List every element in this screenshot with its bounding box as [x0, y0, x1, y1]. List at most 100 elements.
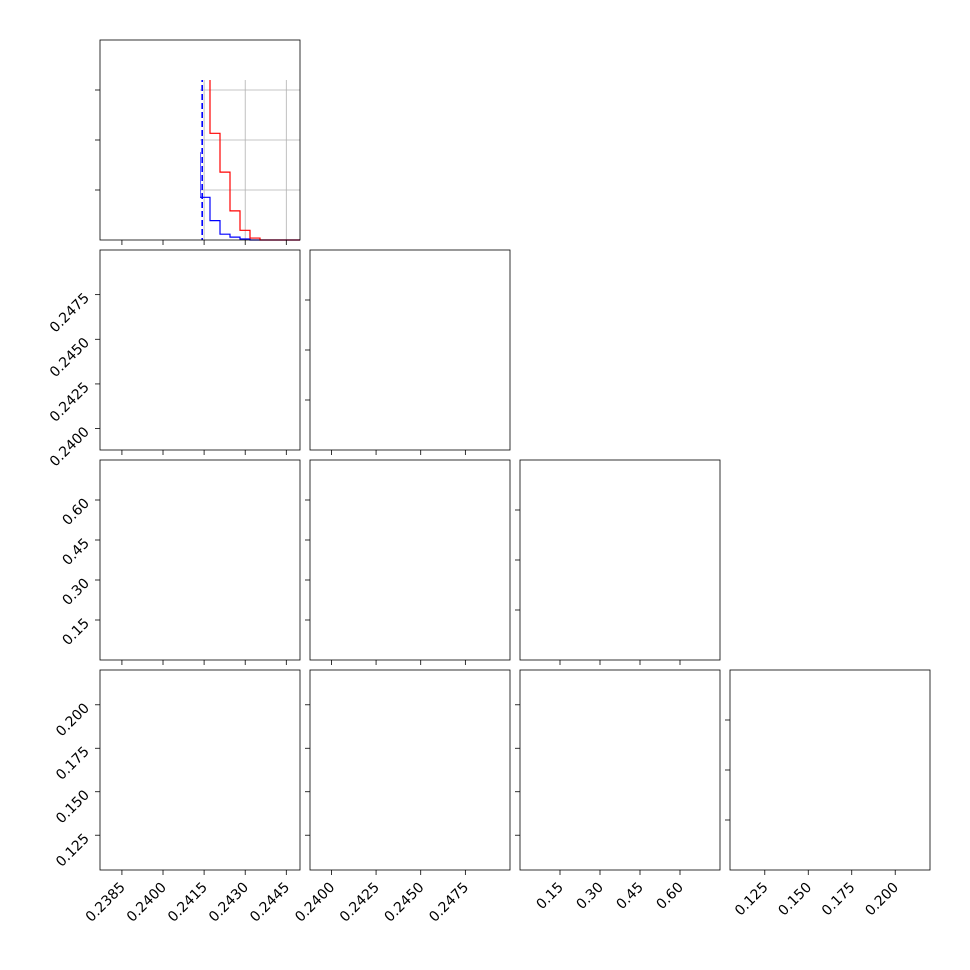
scatter-point — [212, 780, 214, 782]
scatter-point — [190, 790, 192, 792]
scatter-point — [431, 648, 433, 650]
scatter-point — [163, 646, 165, 648]
scatter-point — [184, 401, 186, 403]
scatter-point — [358, 579, 360, 581]
scatter-point — [196, 388, 198, 390]
scatter-point — [173, 418, 175, 420]
scatter-point — [245, 768, 247, 770]
scatter-point — [181, 397, 183, 399]
density-fill-blue — [165, 566, 200, 595]
scatter-point — [211, 634, 213, 636]
scatter-point — [160, 580, 162, 582]
scatter-point — [400, 644, 402, 646]
scatter-point — [179, 771, 181, 773]
density-fill-red — [195, 637, 230, 651]
scatter-point — [215, 654, 217, 656]
scatter-point — [156, 778, 158, 780]
scatter-point — [346, 567, 348, 569]
scatter-point — [383, 644, 385, 646]
scatter-point — [184, 591, 186, 593]
scatter-point — [224, 344, 226, 346]
scatter-point — [231, 306, 233, 308]
scatter-point — [193, 583, 195, 585]
scatter-point — [229, 368, 231, 370]
scatter-point — [227, 347, 229, 349]
scatter-point — [165, 415, 167, 417]
scatter-point — [189, 645, 191, 647]
scatter-point — [216, 556, 218, 558]
scatter-point — [404, 635, 406, 637]
scatter-point — [167, 578, 169, 580]
scatter-point — [196, 578, 198, 580]
scatter-point — [176, 354, 178, 356]
scatter-point — [360, 598, 362, 600]
scatter-point — [212, 795, 214, 797]
scatter-point — [344, 603, 346, 605]
scatter-point — [218, 362, 220, 364]
density-fill-blue — [351, 576, 356, 583]
scatter-point — [176, 414, 178, 416]
scatter-point — [177, 590, 179, 592]
scatter-point — [178, 750, 180, 752]
scatter-point — [211, 655, 213, 657]
scatter-point — [218, 356, 220, 358]
scatter-point — [152, 428, 154, 430]
scatter-point — [345, 593, 347, 595]
scatter-point — [443, 633, 445, 635]
scatter-point — [406, 645, 408, 647]
scatter-point — [167, 610, 169, 612]
scatter-point — [200, 416, 202, 418]
scatter-point — [199, 568, 201, 570]
scatter-point — [384, 661, 386, 663]
scatter-point — [223, 778, 225, 780]
scatter-point — [340, 588, 342, 590]
scatter-point — [241, 761, 243, 763]
scatter-point — [212, 583, 214, 585]
scatter-point — [147, 764, 149, 766]
scatter-point — [190, 572, 192, 574]
scatter-point — [180, 558, 182, 560]
scatter-point — [191, 757, 193, 759]
scatter-point — [349, 656, 351, 658]
scatter-point — [147, 420, 149, 422]
scatter-point — [167, 411, 169, 413]
scatter-point — [400, 651, 402, 653]
scatter-point — [187, 580, 189, 582]
scatter-point — [215, 635, 217, 637]
scatter-point — [362, 598, 364, 600]
scatter-point — [232, 379, 234, 381]
scatter-point — [381, 644, 383, 646]
scatter-point — [157, 554, 159, 556]
scatter-point — [347, 559, 349, 561]
scatter-point — [341, 567, 343, 569]
scatter-point — [421, 650, 423, 652]
scatter-point — [203, 575, 205, 577]
scatter-point — [214, 405, 216, 407]
scatter-point — [199, 574, 201, 576]
scatter-point — [164, 422, 166, 424]
scatter-point — [194, 351, 196, 353]
scatter-point — [163, 408, 165, 410]
scatter-point — [350, 548, 352, 550]
scatter-point — [166, 776, 168, 778]
scatter-point — [359, 582, 361, 584]
scatter-point — [161, 579, 163, 581]
scatter-point — [170, 785, 172, 787]
scatter-point — [204, 401, 206, 403]
scatter-point — [182, 399, 184, 401]
scatter-point — [165, 792, 167, 794]
scatter-point — [232, 656, 234, 658]
scatter-point — [184, 651, 186, 653]
scatter-point — [220, 648, 222, 650]
scatter-point — [188, 362, 190, 364]
scatter-point — [346, 586, 348, 588]
scatter-point — [222, 787, 224, 789]
scatter-point — [185, 417, 187, 419]
scatter-point — [181, 572, 183, 574]
scatter-point — [372, 648, 374, 650]
scatter-point — [407, 638, 409, 640]
scatter-point — [229, 575, 231, 577]
scatter-point — [198, 644, 200, 646]
scatter-point — [374, 636, 376, 638]
scatter-point — [378, 648, 380, 650]
